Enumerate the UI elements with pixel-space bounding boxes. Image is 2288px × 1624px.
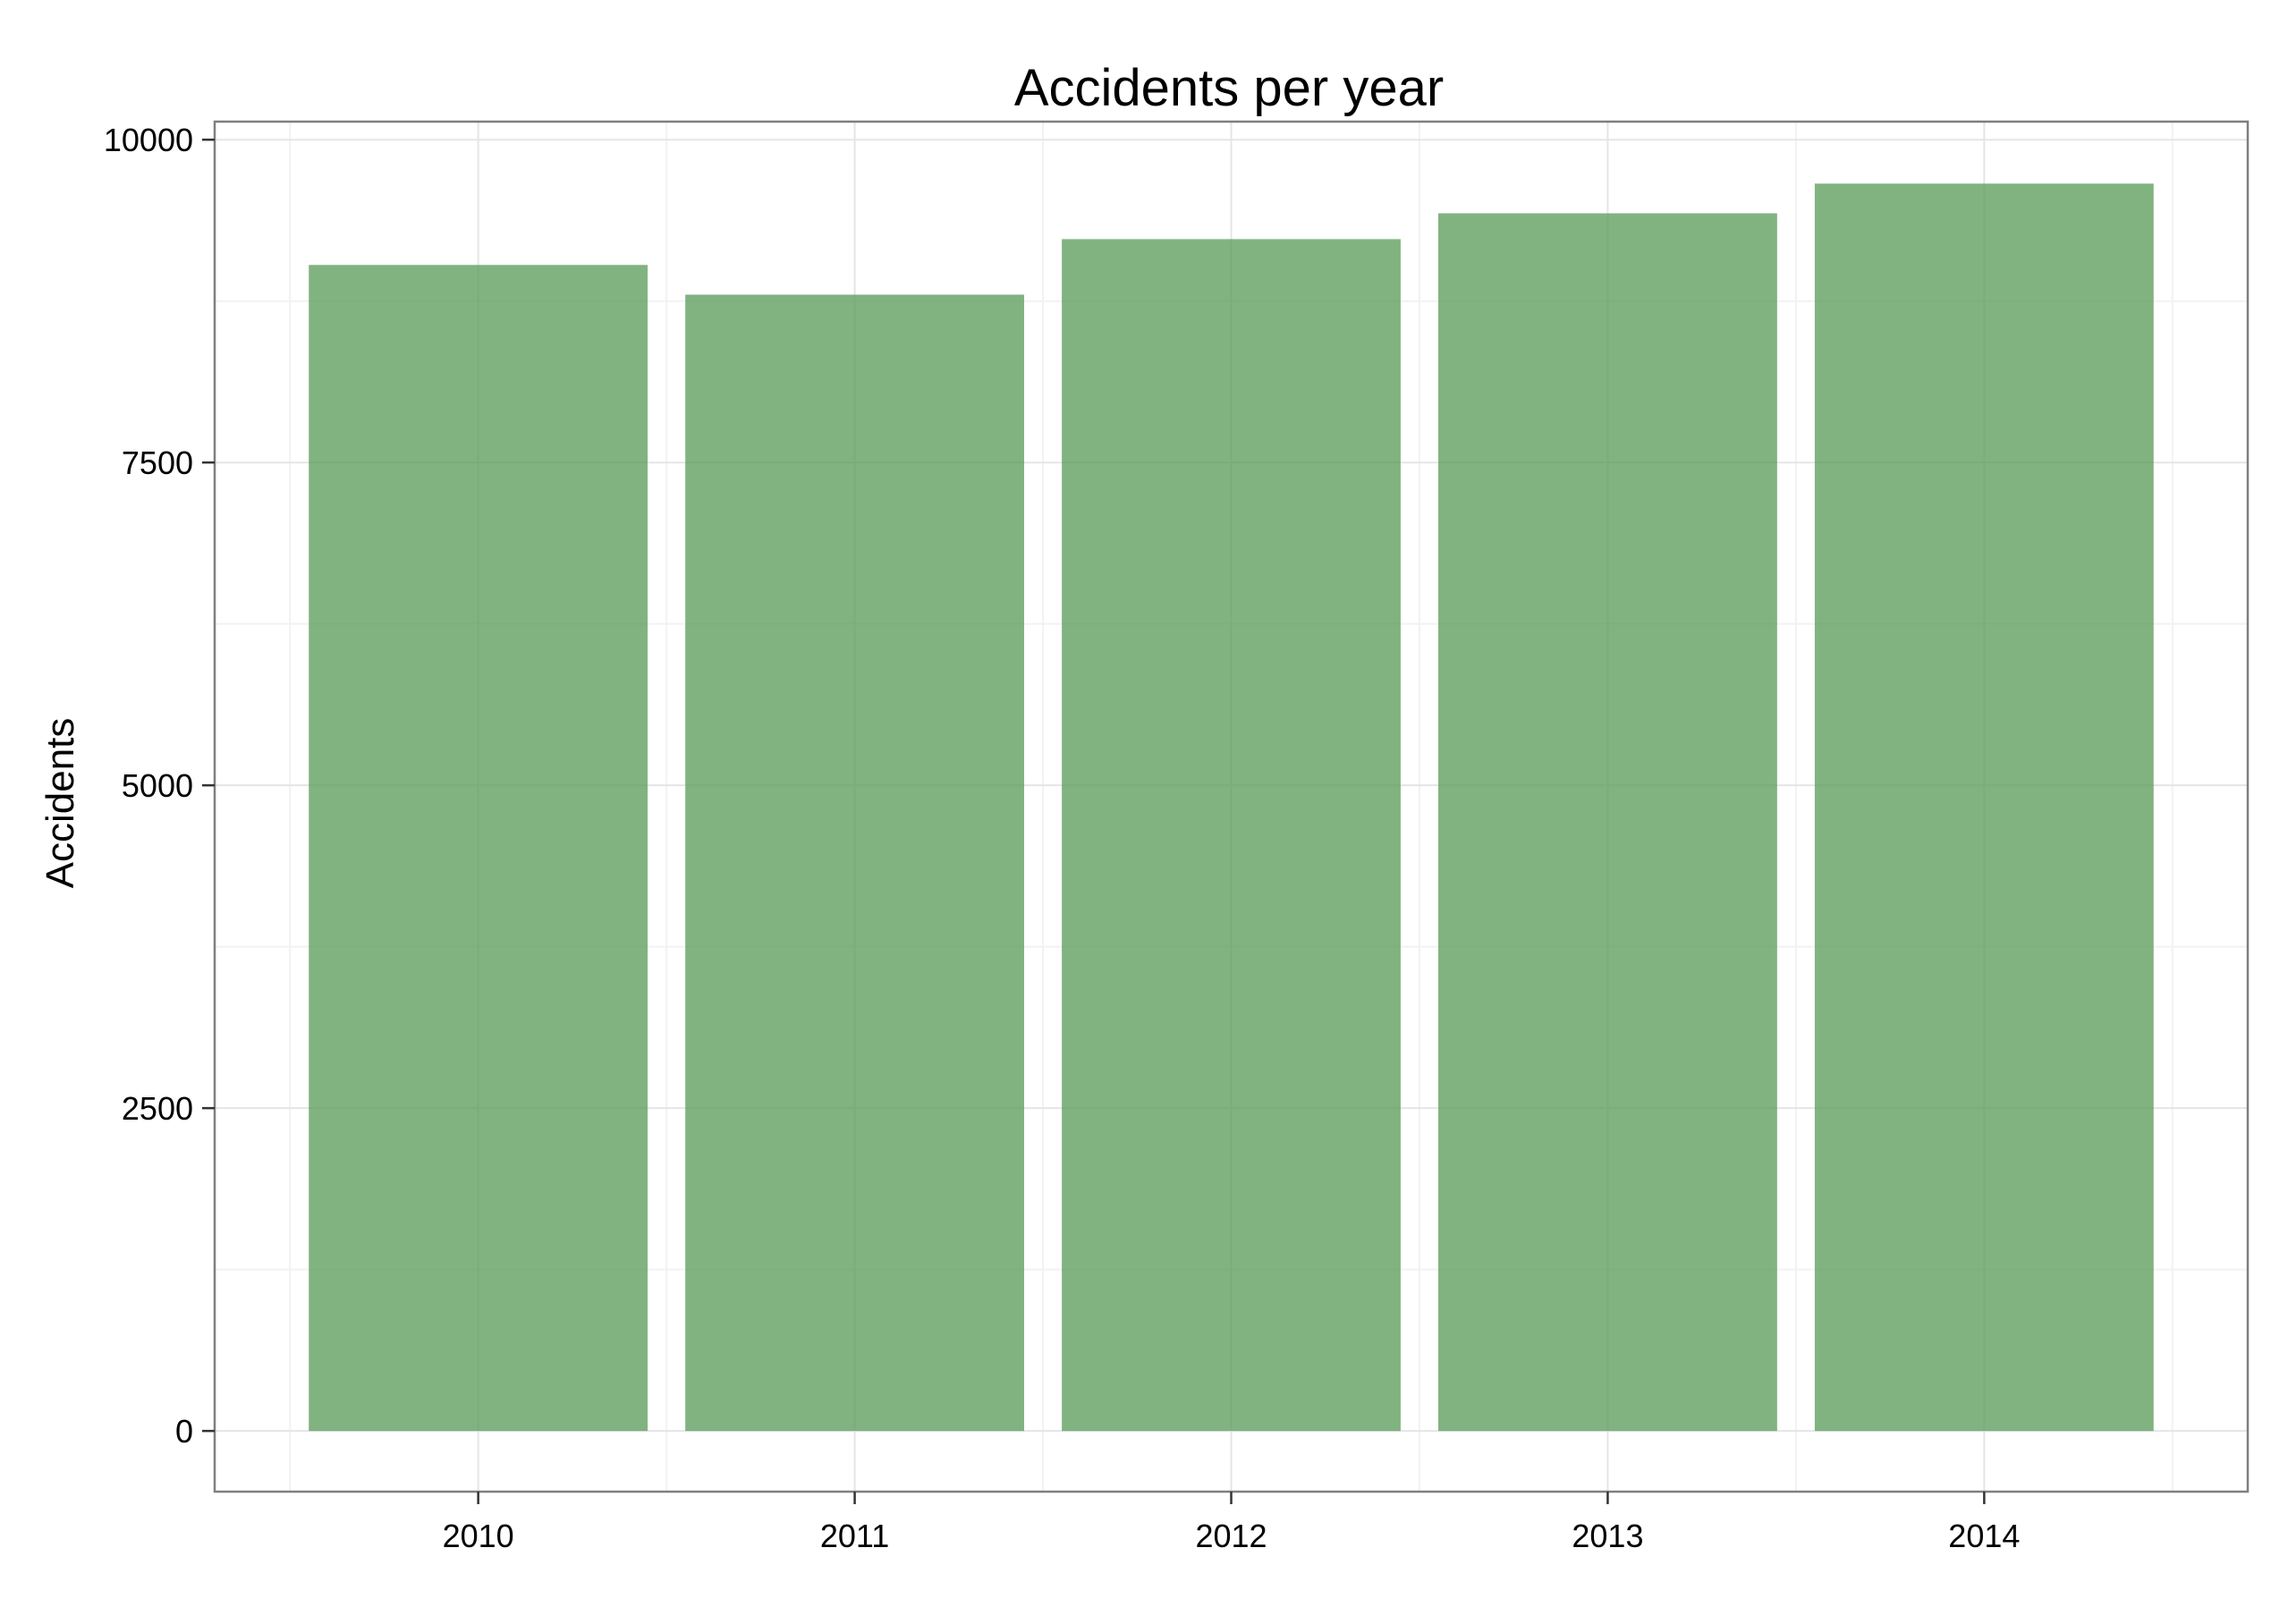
- y-axis-title: Accidents: [38, 718, 82, 889]
- x-tick-label: 2011: [820, 1518, 889, 1554]
- chart-title: Accidents per year: [1014, 59, 1444, 117]
- bar-2010: [309, 265, 648, 1432]
- x-tick-label: 2014: [1948, 1518, 2020, 1554]
- x-tick-label: 2010: [443, 1518, 514, 1554]
- bar-2013: [1438, 213, 1777, 1432]
- x-tick-label: 2013: [1572, 1518, 1643, 1554]
- bar-2014: [1814, 183, 2154, 1432]
- y-tick-label: 5000: [122, 767, 193, 804]
- bar-2012: [1062, 239, 1401, 1432]
- x-tick-label: 2012: [1195, 1518, 1267, 1554]
- y-tick-label: 0: [175, 1413, 193, 1450]
- plot-area: 0 2500 5000 7500 10000 2010 2011 2012 2013 2014: [104, 120, 2250, 1554]
- bar-2011: [685, 294, 1024, 1432]
- y-tick-label: 10000: [104, 122, 193, 158]
- y-tick-label: 7500: [122, 444, 193, 481]
- y-tick-label: 2500: [122, 1090, 193, 1127]
